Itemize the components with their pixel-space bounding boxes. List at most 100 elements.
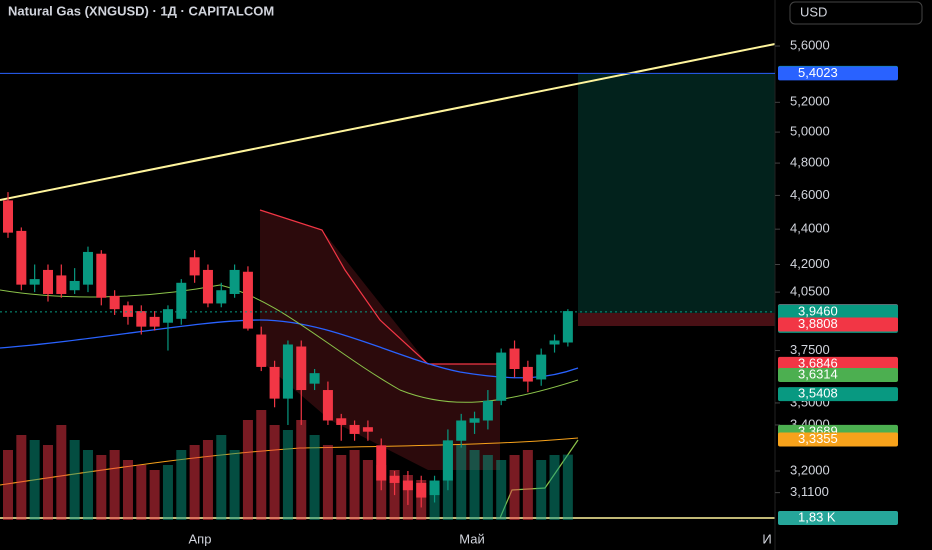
candle-body [29, 279, 40, 285]
volume-bar [16, 435, 27, 520]
candle-body [162, 309, 173, 323]
volume-bar [496, 460, 507, 520]
candle-body [229, 269, 240, 294]
price-badge [778, 317, 898, 332]
volume-bar [362, 460, 373, 520]
y-tick-label: 3,2000 [790, 462, 830, 477]
price-label: 3,5408 [798, 386, 838, 401]
y-tick-label: 4,4000 [790, 221, 830, 236]
volume-bar [522, 450, 533, 520]
candle-body [509, 348, 520, 369]
candle-body [296, 346, 307, 391]
candle-body [322, 390, 333, 421]
price-label: 3,6314 [798, 366, 838, 381]
target-zone [578, 74, 775, 313]
y-tick-label: 4,0500 [790, 284, 830, 299]
volume-bar [122, 460, 133, 520]
volume-bar [96, 455, 107, 520]
stop-zone [578, 313, 775, 326]
chart-title: Natural Gas (XNGUSD) · 1Д · CAPITALCOM [8, 3, 274, 18]
volume-bar [82, 450, 93, 520]
price-label: 3,8808 [798, 316, 838, 331]
candle-body [96, 253, 107, 298]
x-tick-label: Апр [189, 531, 212, 546]
volume-bar [562, 454, 573, 520]
candle-body [482, 400, 493, 421]
volume-bar [336, 455, 347, 520]
volume-bar [56, 425, 67, 520]
price-label: 3,9460 [798, 303, 838, 318]
volume-bar [42, 445, 53, 520]
x-tick-label: Май [459, 531, 484, 546]
currency[interactable]: USD [800, 4, 827, 19]
volume-bar [202, 440, 213, 520]
candle-body [149, 316, 160, 327]
y-tick-label: 4,2000 [790, 256, 830, 271]
volume-bar [69, 440, 80, 520]
volume-bar [296, 420, 307, 520]
volume-bar [176, 450, 187, 520]
volume-bar [349, 450, 360, 520]
volume-label: 1,83 K [798, 509, 836, 524]
y-tick-label: 4,8000 [790, 155, 830, 170]
candle-body [402, 480, 413, 491]
candle-body [562, 311, 573, 343]
y-tick-label: 3,1100 [790, 484, 829, 499]
volume-bar [109, 450, 120, 520]
ma-blue [0, 319, 579, 379]
volume-bar [322, 445, 333, 520]
volume-bar [376, 465, 387, 520]
volume-bar [549, 455, 560, 520]
candle-body [136, 311, 147, 327]
price-badge [778, 367, 898, 382]
volume-bar [189, 445, 200, 520]
candle-body [189, 257, 200, 276]
volume-bar [482, 455, 493, 520]
cloud-edge [259, 209, 500, 365]
volume-bar [162, 465, 173, 520]
candle-body [242, 271, 253, 329]
candle-body [82, 251, 93, 285]
price-label: 3,3355 [798, 431, 838, 446]
candle-body [389, 475, 400, 483]
volume-bar [149, 470, 160, 520]
candle-body [376, 445, 387, 481]
candle-body [549, 340, 560, 345]
candle-body [442, 440, 453, 481]
price-badge [778, 432, 898, 447]
volume-bar [3, 450, 13, 520]
volume-bar [269, 425, 280, 520]
candle-body [536, 354, 547, 380]
y-tick-label: 3,7500 [790, 342, 830, 357]
candle-body [16, 230, 27, 285]
candle-body [3, 200, 13, 233]
trend-line [0, 43, 776, 201]
price-label: 5,4023 [798, 65, 838, 80]
currency-button[interactable] [789, 1, 923, 25]
volume-bar [509, 455, 520, 520]
volume-bar [256, 410, 267, 520]
cloud [260, 210, 500, 470]
volume-bar [429, 485, 440, 520]
x-tick-label: И [762, 531, 771, 546]
candle-body [122, 305, 133, 317]
price-badge [778, 387, 898, 402]
y-tick-label: 5,0000 [790, 124, 830, 139]
candle-body [202, 269, 213, 304]
candle-body [282, 344, 293, 399]
candle-body [362, 427, 373, 432]
candle-body [269, 366, 280, 399]
y-tick-label: 5,6000 [790, 37, 830, 52]
candle-body [69, 280, 80, 291]
candle-body [256, 334, 267, 367]
candle-body [109, 295, 120, 310]
candle-body [456, 420, 467, 441]
volume-bar [229, 450, 240, 520]
price-label: 3,6846 [798, 355, 838, 370]
volume-bar [216, 435, 227, 520]
candle-body [216, 290, 227, 304]
candle-body [42, 269, 53, 294]
volume-bar [282, 430, 293, 520]
volume-bar [469, 450, 480, 520]
